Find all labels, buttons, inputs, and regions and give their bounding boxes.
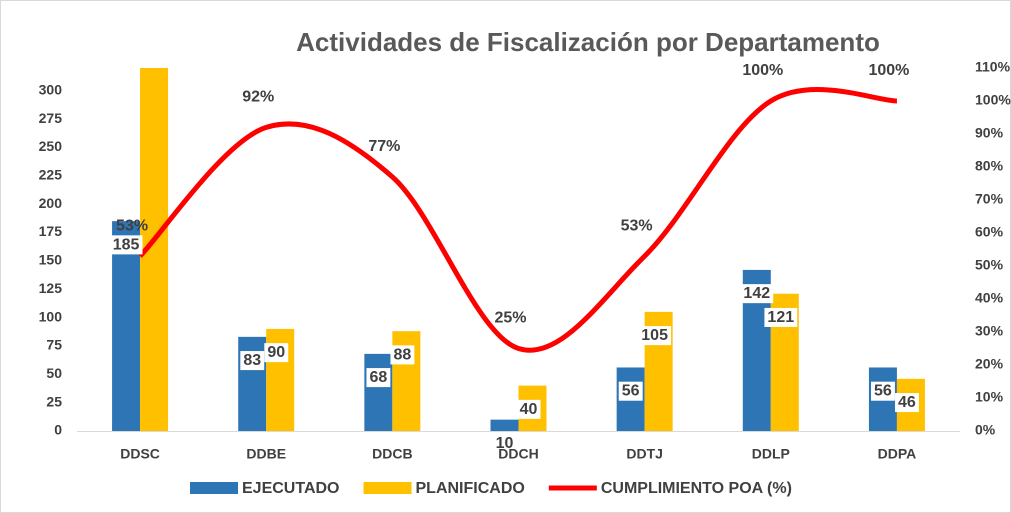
- y-tick-label: 75: [46, 337, 62, 353]
- y-tick-label: 275: [39, 110, 63, 126]
- y-tick-label: 25: [46, 393, 62, 409]
- data-label: 77%: [368, 138, 400, 155]
- y2-tick-label: 110%: [975, 59, 1011, 75]
- data-label: 88: [393, 346, 411, 363]
- y-tick-label: 200: [39, 195, 63, 211]
- bar: [238, 336, 267, 431]
- data-label-box: [366, 368, 391, 388]
- data-label-box: [740, 284, 774, 304]
- y-tick-label: 250: [39, 138, 63, 154]
- data-label-box: [618, 381, 643, 401]
- x-tick-label: DDTJ: [626, 446, 663, 462]
- data-label-box: [764, 307, 798, 327]
- data-label: 185: [113, 236, 140, 253]
- data-label: 25%: [494, 310, 526, 327]
- data-label: 83: [243, 352, 261, 369]
- y2-tick-label: 0%: [975, 422, 996, 438]
- y-tick-label: 125: [39, 280, 63, 296]
- data-label-box: [895, 393, 919, 413]
- y2-tick-label: 30%: [975, 323, 1004, 339]
- y2-tick-label: 100%: [975, 92, 1011, 108]
- data-label: 90: [267, 344, 285, 361]
- x-tick-label: DDPA: [878, 446, 917, 462]
- data-label-box: [240, 351, 265, 371]
- y2-tick-label: 20%: [975, 356, 1004, 372]
- y-tick-label: 0: [54, 422, 62, 438]
- bar: [112, 221, 141, 431]
- data-label: 53%: [621, 217, 653, 234]
- line: [138, 87, 898, 353]
- y2-tick-label: 50%: [975, 257, 1004, 273]
- y-tick-label: 300: [39, 81, 63, 97]
- x-tick-label: DDBE: [246, 446, 286, 462]
- bar: [490, 419, 519, 431]
- y-tick-label: 175: [39, 223, 63, 239]
- y-tick-label: 225: [39, 166, 63, 182]
- data-label: 56: [622, 383, 640, 400]
- data-label: 40: [520, 401, 538, 418]
- y2-tick-label: 80%: [975, 158, 1004, 174]
- chart-title: Actividades de Fiscalización por Departa…: [296, 27, 880, 57]
- data-label: 56: [874, 383, 892, 400]
- data-label: 100%: [868, 62, 909, 79]
- data-label: 53%: [116, 217, 148, 234]
- bar: [364, 353, 393, 431]
- x-tick-label: DDLP: [752, 446, 790, 462]
- x-tick-label: DDSC: [120, 446, 160, 462]
- data-label: 46: [898, 394, 916, 411]
- data-label: 100%: [742, 62, 783, 79]
- legend-label: PLANIFICADO: [416, 480, 525, 497]
- legend-swatch: [363, 482, 412, 494]
- x-tick-label: DDCB: [372, 446, 412, 462]
- y2-tick-label: 70%: [975, 191, 1004, 207]
- y-tick-label: 150: [39, 252, 63, 268]
- data-label-box: [109, 235, 143, 255]
- data-label-box: [871, 381, 895, 401]
- data-label: 105: [641, 327, 668, 344]
- y2-tick-label: 90%: [975, 125, 1004, 141]
- data-label-box: [264, 343, 289, 363]
- data-label: 92%: [242, 89, 274, 106]
- legend-label: CUMPLIMIENTO POA (%): [601, 480, 792, 497]
- data-label-box: [638, 326, 672, 346]
- data-label: 142: [743, 285, 770, 302]
- y2-tick-label: 10%: [975, 389, 1004, 405]
- data-label: 68: [369, 369, 387, 386]
- x-tick-label: DDCH: [498, 446, 538, 462]
- y2-tick-label: 40%: [975, 290, 1004, 306]
- y-tick-label: 100: [39, 308, 63, 324]
- data-label: 10: [496, 435, 514, 452]
- legend-swatch: [190, 482, 238, 494]
- y-tick-label: 50: [46, 365, 62, 381]
- legend-label: EJECUTADO: [242, 480, 340, 497]
- data-label: 121: [767, 309, 794, 326]
- data-label-box: [516, 399, 541, 419]
- data-label-box: [492, 433, 517, 453]
- data-label-box: [390, 345, 415, 365]
- y2-tick-label: 60%: [975, 224, 1004, 240]
